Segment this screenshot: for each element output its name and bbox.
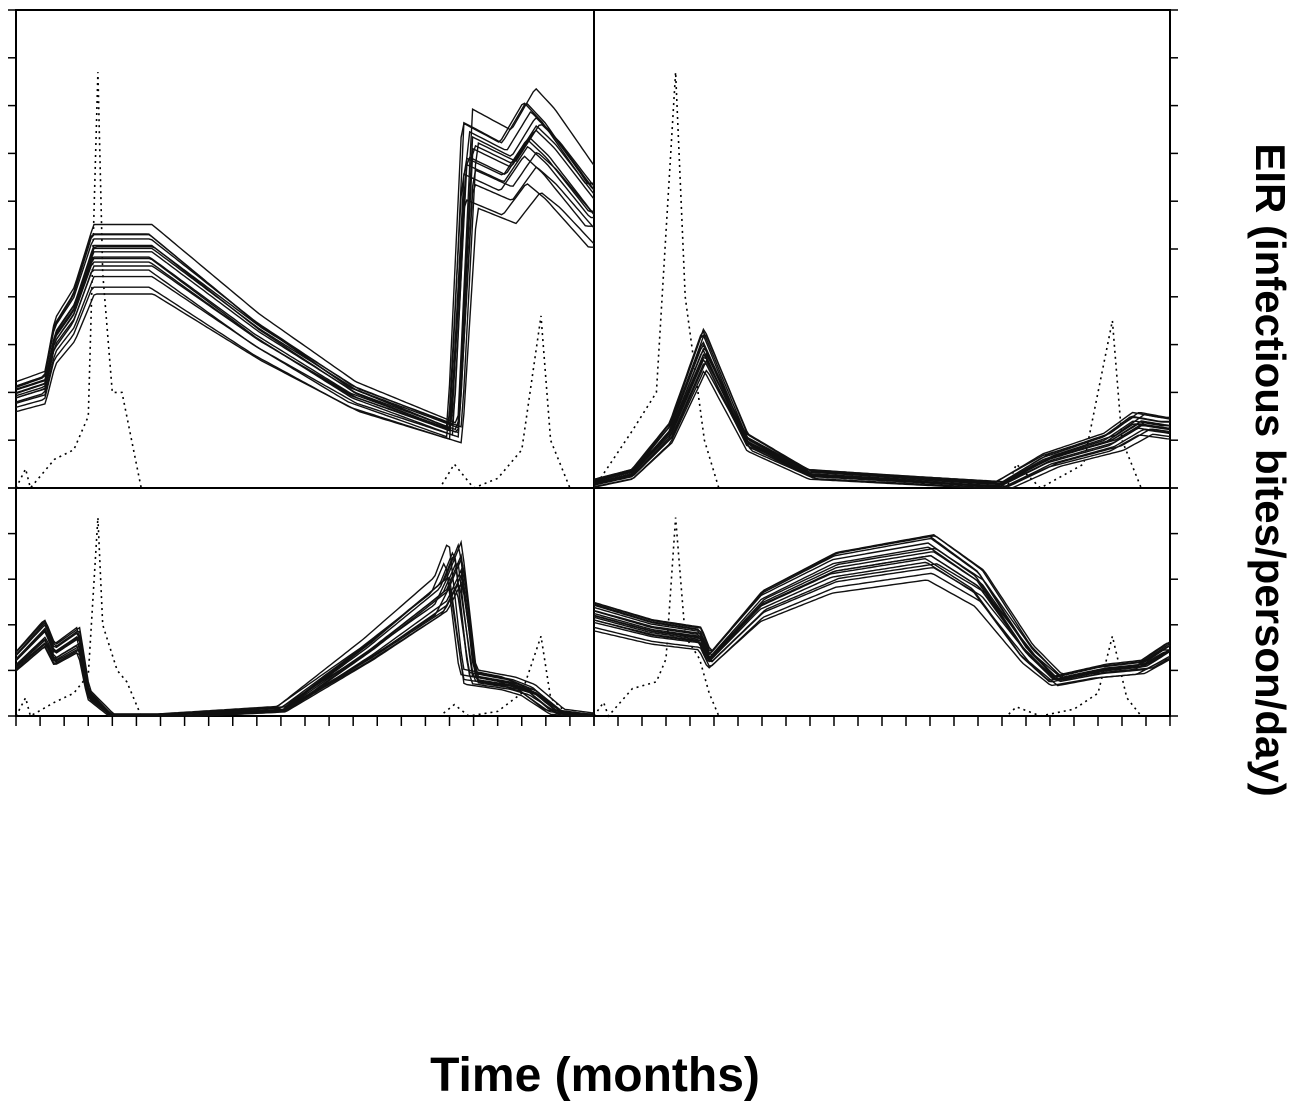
- eir-series: [593, 535, 1171, 678]
- eir-series: [15, 145, 594, 432]
- eir-series: [15, 183, 594, 441]
- eir-series: [15, 166, 595, 438]
- rainfall-series: [15, 72, 571, 490]
- frame-bottom-right: [593, 487, 1171, 717]
- eir-series: [593, 572, 1171, 687]
- eir-series: [593, 370, 1171, 489]
- panel-top-right: [593, 9, 1178, 489]
- eir-series: [593, 359, 1171, 488]
- eir-series: [15, 116, 595, 433]
- eir-series: [593, 547, 1171, 678]
- panel-top-left: [8, 9, 595, 490]
- eir-series: [593, 554, 1171, 681]
- rainfall-series: [593, 517, 1142, 718]
- eir-series: [15, 155, 594, 438]
- eir-series: [15, 192, 595, 444]
- y-axis-label: EIR (infectious bites/person/day): [1247, 143, 1294, 797]
- eir-series: [593, 555, 1171, 680]
- panel-bottom-left: [8, 487, 595, 726]
- panel-bottom-right: [593, 487, 1178, 726]
- eir-series: [593, 537, 1171, 678]
- eir-series: [15, 124, 595, 429]
- eir-series: [15, 110, 595, 426]
- eir-series: [593, 534, 1171, 677]
- eir-series: [15, 124, 595, 428]
- eir-series: [593, 369, 1171, 489]
- eir-series: [593, 340, 1170, 483]
- eir-series: [593, 542, 1170, 678]
- eir-series: [15, 137, 595, 436]
- x-axis-label: Time (months): [430, 1049, 760, 1102]
- eir-series: [593, 356, 1171, 486]
- eir-series: [15, 151, 595, 434]
- chart-marks: [8, 9, 1178, 726]
- eir-series: [593, 353, 1171, 484]
- eir-series: [593, 343, 1170, 487]
- eir-series: [15, 138, 594, 430]
- eir-series: [593, 563, 1171, 681]
- eir-series: [593, 557, 1170, 682]
- eir-series: [15, 553, 594, 717]
- eir-series: [593, 363, 1171, 489]
- eir-series: [593, 546, 1171, 680]
- eir-series: [593, 579, 1170, 687]
- eir-series: [15, 102, 594, 428]
- eir-series: [15, 87, 595, 424]
- eir-series: [15, 129, 595, 431]
